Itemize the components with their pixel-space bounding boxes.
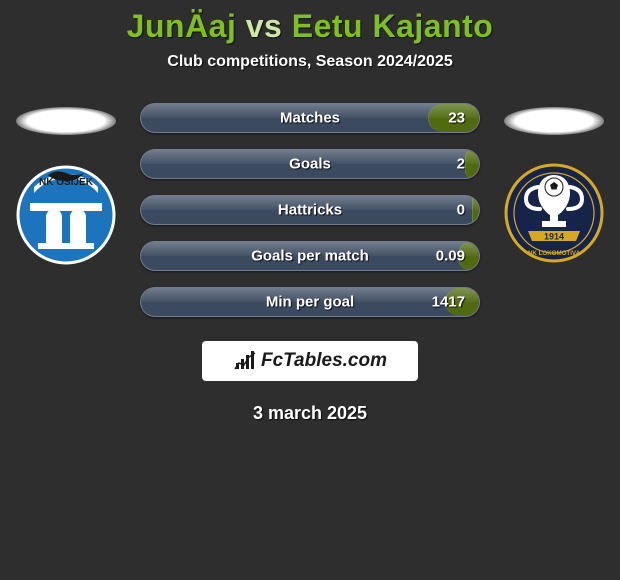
date-text: 3 march 2025 <box>0 403 620 424</box>
stat-value: 23 <box>448 110 465 127</box>
fctables-logo-box: FcTables.com <box>202 341 418 381</box>
title-player2: Eetu Kajanto <box>292 8 494 44</box>
stat-label: Goals <box>289 156 331 173</box>
stat-bar: Matches 23 <box>140 103 480 133</box>
bar-chart-icon <box>233 349 257 373</box>
stat-value: 0.09 <box>436 248 465 265</box>
stat-label: Hattricks <box>278 202 342 219</box>
nk-lokomotiva-crest: 1914 NK LOKOMOTIVA <box>504 157 604 267</box>
svg-text:NK LOKOMOTIVA: NK LOKOMOTIVA <box>528 250 581 257</box>
stat-bar-fill <box>465 150 479 178</box>
title-vs: vs <box>246 8 283 44</box>
nk-osijek-crest: NK OSIJEK <box>16 157 116 267</box>
page-title: JunÄaj vs Eetu Kajanto <box>0 8 620 45</box>
stat-bar: Hattricks 0 <box>140 195 480 225</box>
player-halo-right <box>504 107 604 135</box>
stat-value: 2 <box>457 156 465 173</box>
stats-bars: Matches 23 Goals 2 Hattricks 0 Goals per… <box>140 103 480 317</box>
stat-label: Min per goal <box>266 294 354 311</box>
stat-bar: Min per goal 1417 <box>140 287 480 317</box>
crest-year: 1914 <box>544 232 564 242</box>
stat-label: Matches <box>280 110 340 127</box>
subtitle: Club competitions, Season 2024/2025 <box>0 53 620 71</box>
infographic-container: JunÄaj vs Eetu Kajanto Club competitions… <box>0 0 620 580</box>
main-row: NK OSIJEK Matches 23 Goals 2 <box>0 103 620 317</box>
stat-value: 1417 <box>432 294 465 311</box>
stat-bar: Goals per match 0.09 <box>140 241 480 271</box>
right-side: 1914 NK LOKOMOTIVA <box>500 103 608 267</box>
fctables-logo-text: FcTables.com <box>261 350 387 372</box>
title-player1: JunÄaj <box>127 8 237 44</box>
stat-value: 0 <box>457 202 465 219</box>
stat-label: Goals per match <box>251 248 369 265</box>
stat-bar-fill <box>472 196 479 224</box>
player-halo-left <box>16 107 116 135</box>
stat-bar: Goals 2 <box>140 149 480 179</box>
left-side: NK OSIJEK <box>12 103 120 267</box>
